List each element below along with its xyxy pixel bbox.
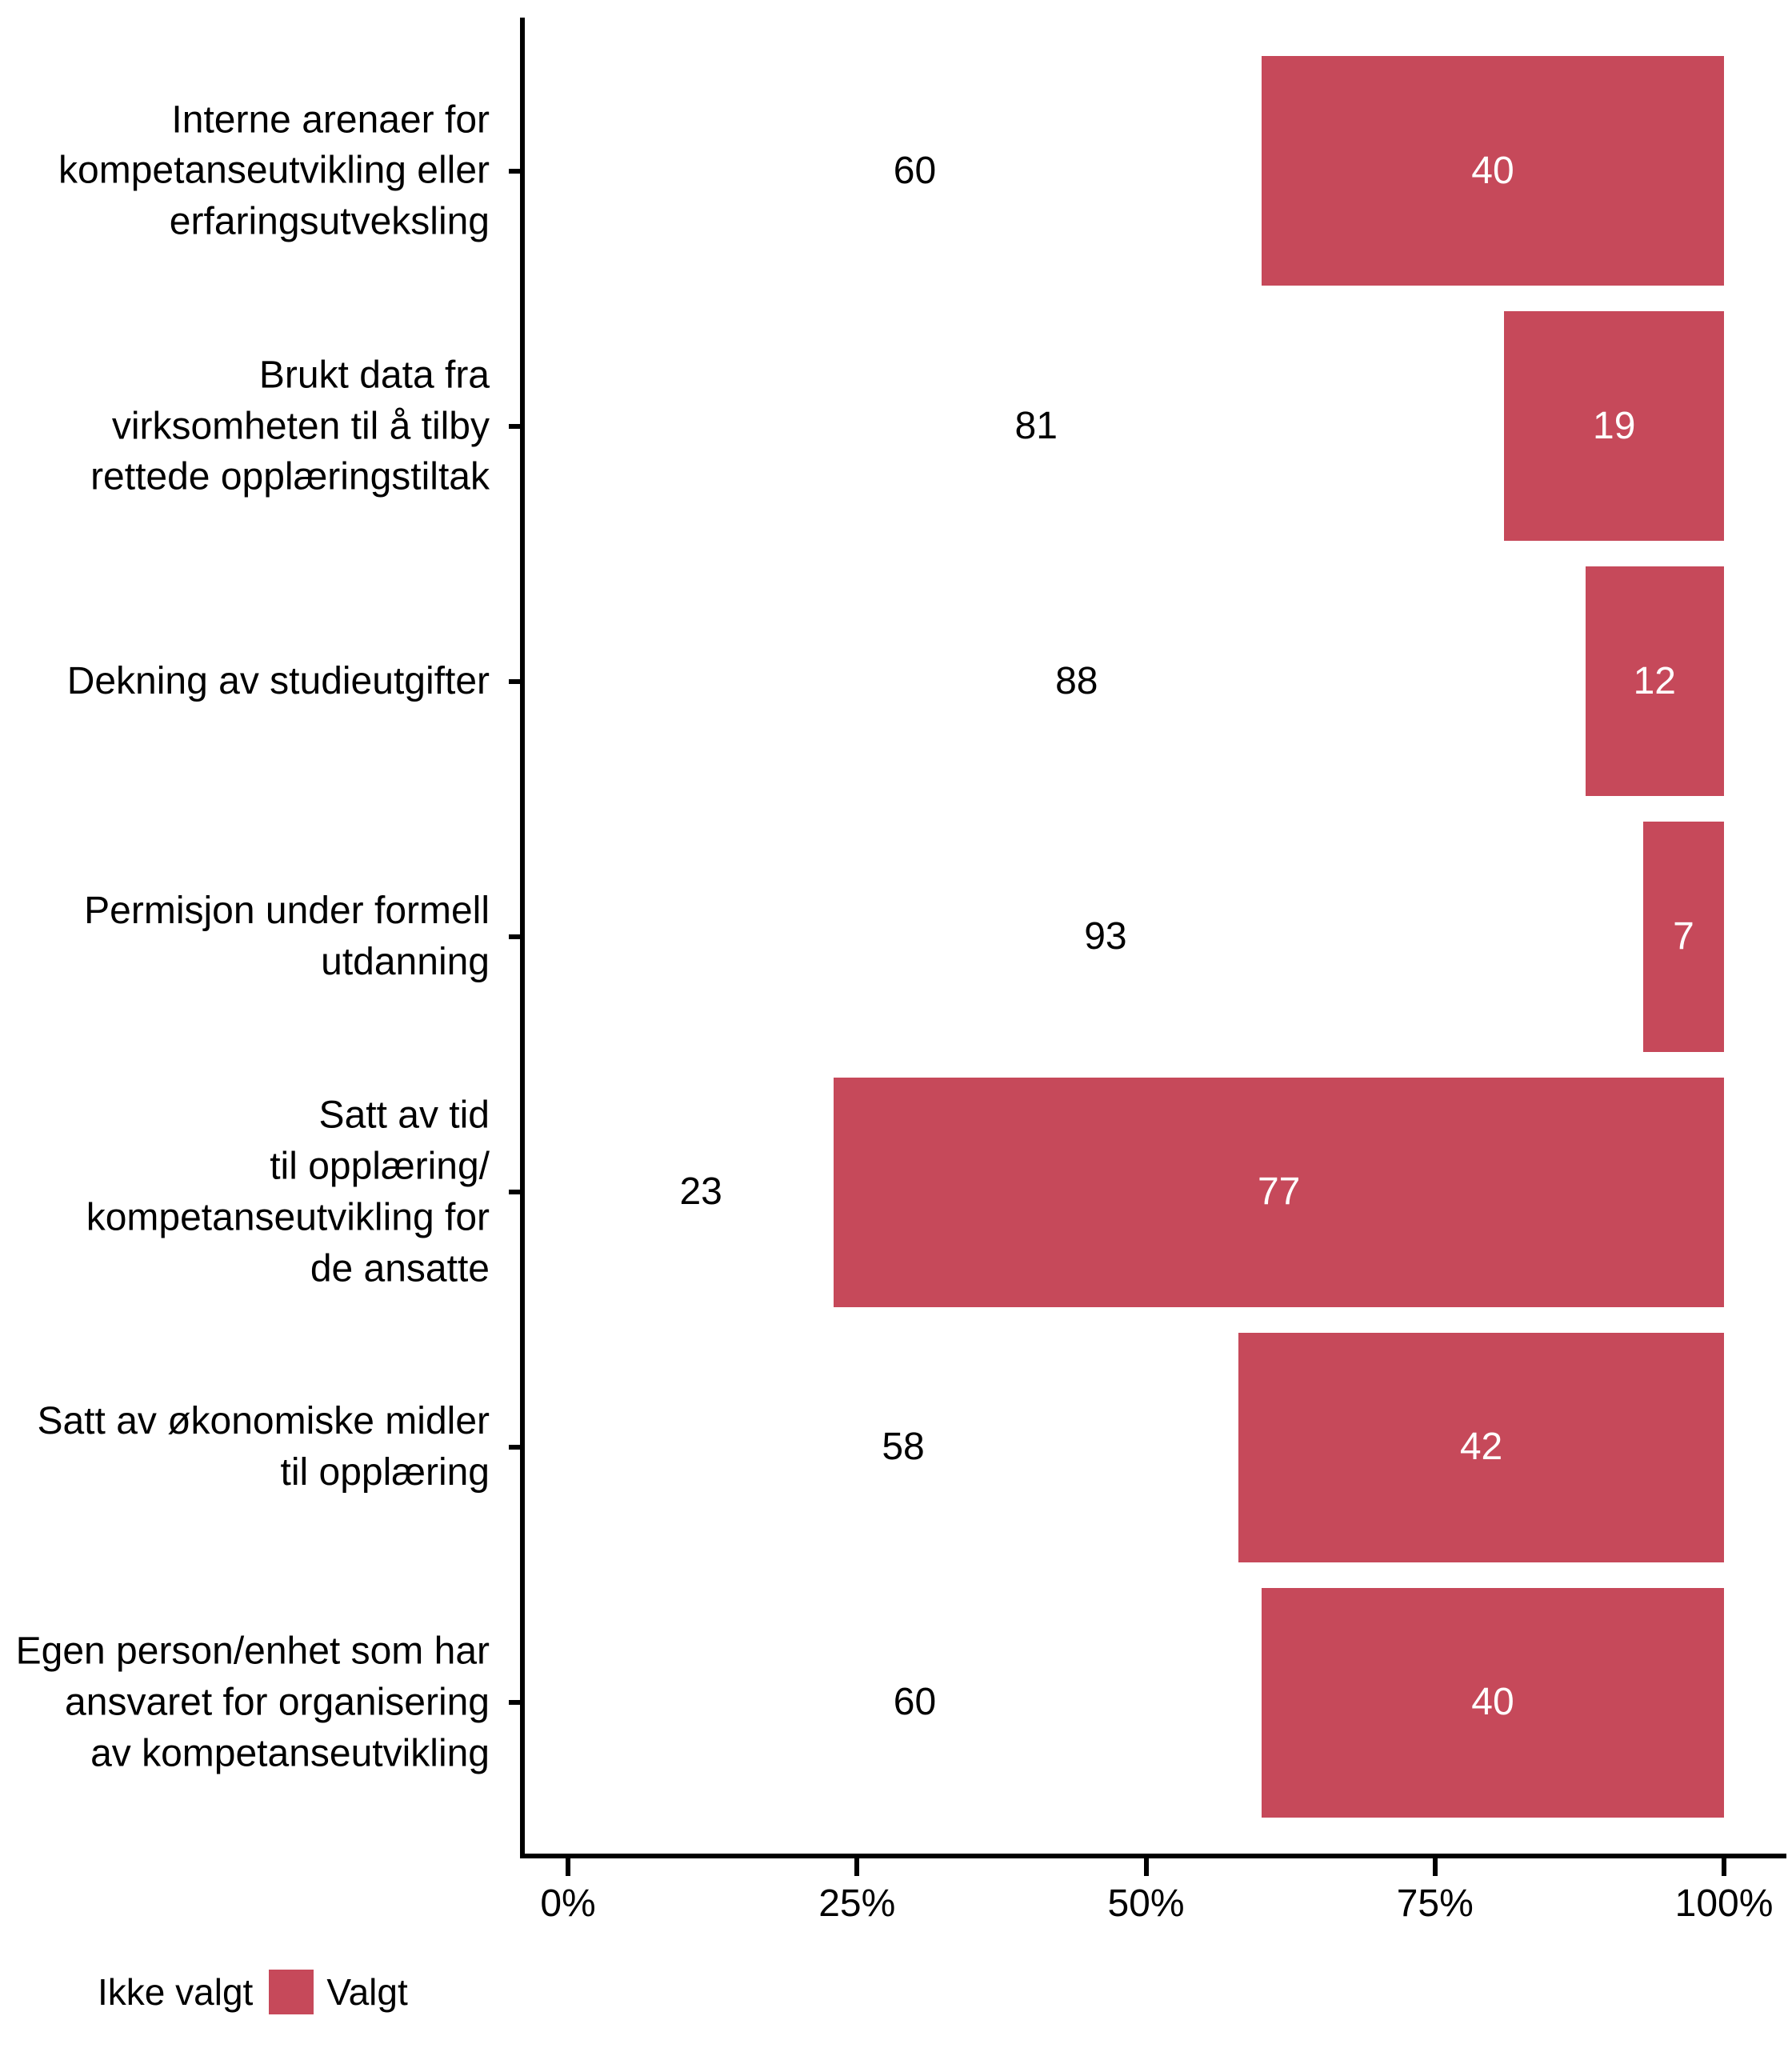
y-tick xyxy=(509,1190,525,1195)
bar-row: Interne arenaer for kompetanseutvikling … xyxy=(0,43,1792,298)
value-label-ikke-valgt: 88 xyxy=(1055,659,1098,702)
category-label: Permisjon under formell utdanning xyxy=(84,890,490,983)
x-tick-label: 75% xyxy=(1396,1882,1474,1925)
value-label-ikke-valgt: 60 xyxy=(893,149,937,192)
legend-label-valgt: Valgt xyxy=(326,1971,408,2013)
x-tick xyxy=(1432,1858,1438,1876)
value-label-ikke-valgt: 60 xyxy=(893,1681,937,1724)
x-tick xyxy=(854,1858,860,1876)
bar-row: Satt av tid til opplæring/ kompetanseutv… xyxy=(0,1065,1792,1320)
y-tick xyxy=(509,934,525,939)
value-label-ikke-valgt: 58 xyxy=(882,1426,925,1469)
value-label-valgt: 40 xyxy=(1471,1681,1514,1724)
value-label-ikke-valgt: 81 xyxy=(1014,404,1058,447)
segment-ikke-valgt: 60 xyxy=(568,1587,1262,1818)
category-label: Egen person/enhet som har ansvaret for o… xyxy=(15,1630,490,1775)
value-label-valgt: 7 xyxy=(1673,914,1694,958)
bar-track: 60 40 xyxy=(568,1587,1724,1818)
legend-key-ikke-valgt xyxy=(40,1970,85,2014)
y-tick xyxy=(509,168,525,174)
value-label-valgt: 19 xyxy=(1593,404,1636,447)
segment-valgt: 12 xyxy=(1585,566,1724,797)
segment-ikke-valgt: 58 xyxy=(568,1332,1239,1562)
legend-key-valgt xyxy=(269,1970,314,2014)
segment-valgt: 19 xyxy=(1504,311,1724,542)
category-label: Brukt data fra virksomheten til å tilby … xyxy=(90,353,490,498)
category-label: Dekning av studieutgifter xyxy=(66,659,490,702)
x-tick xyxy=(1722,1858,1726,1876)
x-tick-label: 25% xyxy=(818,1882,896,1925)
y-tick xyxy=(509,423,525,429)
category-label: Satt av økonomiske midler til opplæring xyxy=(37,1400,490,1494)
segment-valgt: 40 xyxy=(1262,56,1724,286)
legend: Ikke valgt Valgt xyxy=(40,1970,424,2014)
segment-valgt: 77 xyxy=(834,1077,1724,1307)
bar-track: 23 77 xyxy=(568,1077,1724,1307)
bar-row: Brukt data fra virksomheten til å tilby … xyxy=(0,298,1792,554)
value-label-valgt: 12 xyxy=(1633,659,1676,702)
bar-track: 88 12 xyxy=(568,566,1724,797)
bars-area: Interne arenaer for kompetanseutvikling … xyxy=(0,43,1792,1830)
value-label-ikke-valgt: 23 xyxy=(679,1170,722,1214)
segment-valgt: 40 xyxy=(1262,1587,1724,1818)
bar-track: 93 7 xyxy=(568,822,1724,1052)
segment-valgt: 7 xyxy=(1642,822,1724,1052)
value-label-ikke-valgt: 93 xyxy=(1084,914,1127,958)
bar-track: 58 42 xyxy=(568,1332,1724,1562)
value-label-valgt: 42 xyxy=(1459,1426,1503,1469)
y-tick xyxy=(509,1700,525,1706)
legend-label-ikke-valgt: Ikke valgt xyxy=(98,1971,254,2013)
bar-track: 81 19 xyxy=(568,311,1724,542)
bar-row: Egen person/enhet som har ansvaret for o… xyxy=(0,1575,1792,1830)
category-label: Satt av tid til opplæring/ kompetanseutv… xyxy=(86,1094,490,1290)
category-label: Interne arenaer for kompetanseutvikling … xyxy=(58,98,490,243)
bar-row: Dekning av studieutgifter 88 12 xyxy=(0,554,1792,809)
x-tick xyxy=(1143,1858,1149,1876)
bar-row: Satt av økonomiske midler til opplæring 5… xyxy=(0,1320,1792,1575)
segment-ikke-valgt: 60 xyxy=(568,56,1262,286)
y-tick xyxy=(509,678,525,684)
segment-ikke-valgt: 23 xyxy=(568,1077,834,1307)
x-tick xyxy=(566,1858,570,1876)
segment-ikke-valgt: 81 xyxy=(568,311,1505,542)
segment-ikke-valgt: 88 xyxy=(568,566,1586,797)
value-label-valgt: 40 xyxy=(1471,149,1514,192)
x-tick-label: 100% xyxy=(1674,1882,1774,1925)
bar-row: Permisjon under formell utdanning 93 7 xyxy=(0,809,1792,1064)
x-tick-label: 50% xyxy=(1107,1882,1185,1925)
x-axis-line xyxy=(520,1854,1786,1858)
y-tick xyxy=(509,1445,525,1450)
x-tick-label: 0% xyxy=(540,1882,596,1925)
bar-track: 60 40 xyxy=(568,56,1724,286)
segment-valgt: 42 xyxy=(1238,1332,1724,1562)
value-label-valgt: 77 xyxy=(1257,1170,1301,1214)
segment-ikke-valgt: 93 xyxy=(568,822,1643,1052)
